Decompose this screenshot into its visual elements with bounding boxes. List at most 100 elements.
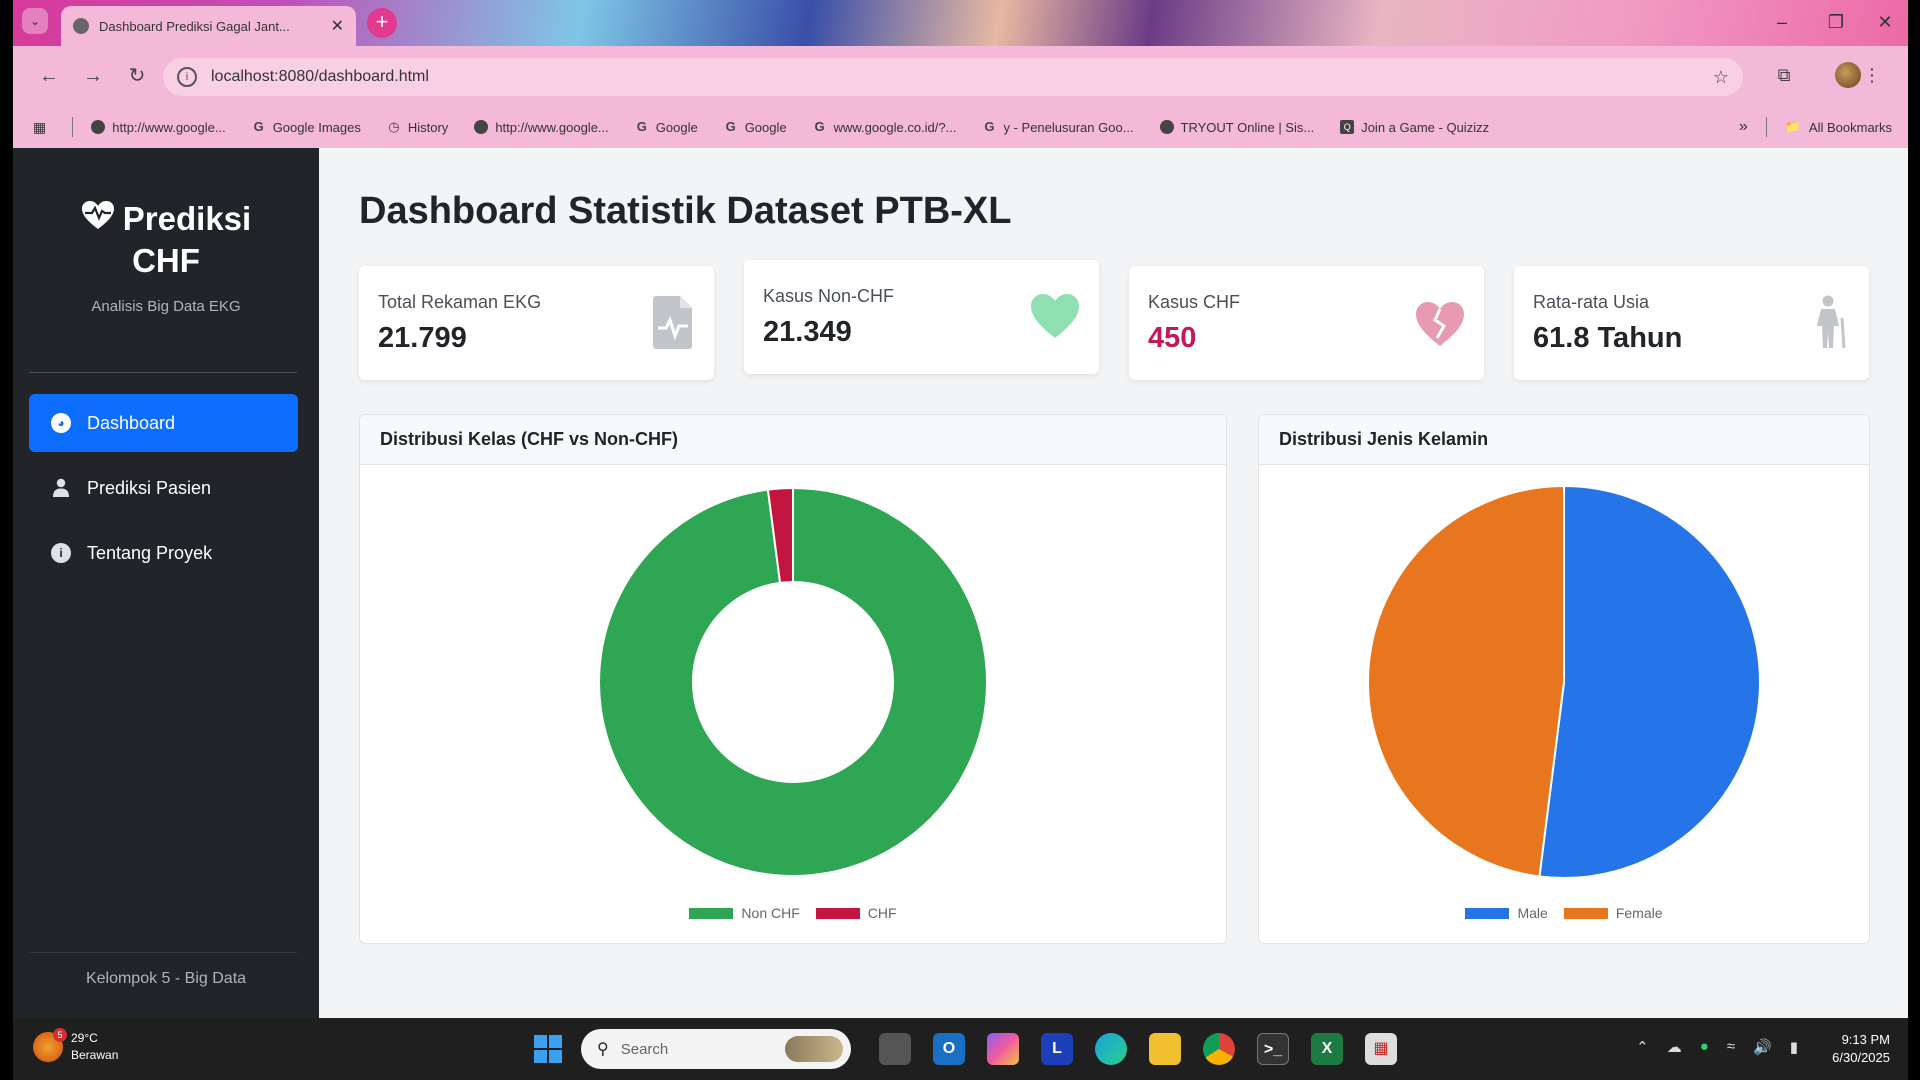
brand: Prediksi CHF: [13, 200, 319, 280]
legend-swatch: [1563, 907, 1608, 919]
class-distribution-panel: Distribusi Kelas (CHF vs Non-CHF) Non CH…: [359, 414, 1227, 944]
bookmark-item[interactable]: Q Join a Game - Quizizz: [1340, 120, 1489, 135]
windows-start-icon[interactable]: [534, 1035, 562, 1063]
close-window-icon[interactable]: ✕: [1877, 12, 1893, 32]
panel-title: Distribusi Jenis Kelamin: [1259, 415, 1869, 465]
address-bar[interactable]: i localhost:8080/dashboard.html ☆: [163, 58, 1743, 96]
outlook-icon[interactable]: O: [933, 1033, 965, 1065]
stat-label: Kasus Non-CHF: [763, 286, 895, 306]
globe-icon: [91, 120, 106, 134]
minimize-icon[interactable]: –: [1776, 12, 1787, 32]
terminal-icon[interactable]: >_: [1257, 1033, 1289, 1065]
legend-item-chf[interactable]: CHF: [815, 905, 897, 921]
legend-label: Male: [1517, 905, 1548, 921]
gender-distribution-panel: Distribusi Jenis Kelamin Male Female: [1258, 414, 1870, 944]
sidebar-item-label: Dashboard: [87, 412, 176, 433]
brand-subtitle: Analisis Big Data EKG: [91, 298, 241, 315]
bookmark-separator: [1765, 117, 1767, 137]
brand-title-line1: Prediksi: [122, 200, 252, 237]
new-tab-button[interactable]: +: [367, 8, 397, 38]
profile-avatar[interactable]: [1835, 62, 1861, 88]
menu-icon[interactable]: ⋮: [1863, 65, 1881, 85]
apps-icon[interactable]: ▦: [33, 118, 47, 135]
file-medical-icon: [653, 296, 692, 349]
bookmark-separator: [72, 117, 74, 137]
legend-item-non-chf[interactable]: Non CHF: [689, 905, 800, 921]
file-explorer-icon[interactable]: [1149, 1033, 1181, 1065]
legend-item-female[interactable]: Female: [1563, 905, 1663, 921]
all-bookmarks-button[interactable]: 📁 All Bookmarks: [1785, 119, 1892, 135]
bookmark-item[interactable]: G Google: [635, 120, 698, 135]
restore-icon[interactable]: ❐: [1827, 12, 1845, 32]
stat-value: 21.799: [378, 322, 467, 354]
bookmark-star-icon[interactable]: ☆: [1712, 66, 1729, 87]
clock-time: 9:13 PM: [1841, 1032, 1890, 1047]
google-icon: G: [253, 119, 264, 134]
sidebar-item-dashboard[interactable]: ◕ Dashboard: [29, 394, 298, 452]
tab-search-icon[interactable]: ⌄: [22, 8, 48, 34]
legend-swatch: [1465, 907, 1510, 919]
slice-non-chf[interactable]: [598, 486, 988, 877]
weather-widget[interactable]: 5 29°C Berawan: [33, 1028, 118, 1064]
legend-label: Female: [1615, 905, 1663, 921]
more-bookmarks-icon[interactable]: »: [1738, 118, 1748, 135]
onedrive-icon[interactable]: ☁: [1666, 1039, 1682, 1056]
taskbar-search[interactable]: ⚲ Search: [581, 1029, 851, 1069]
panel-title: Distribusi Kelas (CHF vs Non-CHF): [360, 415, 1226, 465]
edge-icon[interactable]: [1095, 1033, 1127, 1065]
bookmark-label: http://www.google...: [112, 119, 226, 135]
battery-icon[interactable]: ▮: [1789, 1039, 1798, 1056]
bookmark-item[interactable]: http://www.google...: [91, 119, 226, 135]
wifi-icon[interactable]: ≈: [1726, 1038, 1736, 1055]
sidebar-item-prediksi-pasien[interactable]: Prediksi Pasien: [29, 459, 298, 517]
slice-male[interactable]: [1538, 484, 1761, 879]
chart-legend: Non CHF CHF: [360, 905, 1226, 921]
slice-chf[interactable]: [766, 486, 794, 584]
notification-badge: 5: [53, 1028, 67, 1042]
l-app-icon[interactable]: L: [1041, 1033, 1073, 1065]
task-view-icon[interactable]: [879, 1033, 911, 1065]
screen: ⌄ Dashboard Prediksi Gagal Jant... ✕ + –…: [13, 0, 1908, 1080]
clock[interactable]: 9:13 PM 6/30/2025: [1832, 1031, 1890, 1067]
extensions-icon[interactable]: ⧉: [1777, 65, 1791, 85]
volume-icon[interactable]: 🔊: [1753, 1039, 1772, 1056]
microphone-icon[interactable]: ●: [1699, 1038, 1709, 1055]
weather-temp: 29°C: [71, 1031, 98, 1045]
chrome-icon[interactable]: [1203, 1033, 1235, 1065]
bookmark-label: y - Penelusuran Goo...: [1003, 119, 1134, 135]
search-highlight-image: [785, 1036, 843, 1062]
legend-label: CHF: [867, 905, 897, 921]
chart-legend: Male Female: [1259, 905, 1869, 921]
legend-swatch: [689, 907, 734, 919]
show-hidden-icons-icon[interactable]: ⌃: [1636, 1039, 1649, 1056]
class-distribution-chart: [598, 486, 988, 877]
tab-close-icon[interactable]: ✕: [330, 18, 344, 35]
excel-icon[interactable]: X: [1311, 1033, 1343, 1065]
bookmark-item[interactable]: ◷ History: [387, 120, 448, 135]
reload-icon[interactable]: ↻: [128, 65, 146, 87]
pdf-app-icon[interactable]: ▦: [1365, 1033, 1397, 1065]
system-tray: ⌃ ☁ ● ≈ 🔊 ▮: [1636, 1038, 1798, 1056]
sidebar-footer-divider: [29, 952, 297, 953]
brand-title-line2: CHF: [132, 242, 200, 279]
google-icon: G: [984, 119, 995, 134]
back-icon[interactable]: ←: [39, 65, 59, 87]
forward-icon[interactable]: →: [83, 65, 103, 87]
bookmark-item[interactable]: G Google: [724, 120, 787, 135]
tab-favicon-icon: [73, 18, 89, 34]
url-text[interactable]: localhost:8080/dashboard.html: [211, 68, 429, 85]
bookmark-label: Google Images: [272, 119, 361, 135]
slice-female[interactable]: [1367, 484, 1565, 878]
bookmark-item[interactable]: G Google Images: [252, 120, 361, 135]
stat-card-rata-rata-usia: Rata-rata Usia 61.8 Tahun: [1514, 266, 1869, 380]
copilot-icon[interactable]: [987, 1033, 1019, 1065]
bookmark-item[interactable]: TRYOUT Online | Sis...: [1159, 120, 1314, 135]
legend-item-male[interactable]: Male: [1465, 905, 1548, 921]
browser-tab-active[interactable]: Dashboard Prediksi Gagal Jant... ✕: [61, 6, 356, 46]
site-info-icon[interactable]: i: [177, 67, 197, 87]
sidebar-item-tentang-proyek[interactable]: i Tentang Proyek: [29, 524, 298, 582]
bookmark-item[interactable]: http://www.google...: [474, 120, 609, 135]
browser-tabstrip: ⌄ Dashboard Prediksi Gagal Jant... ✕ + –…: [13, 0, 1908, 46]
